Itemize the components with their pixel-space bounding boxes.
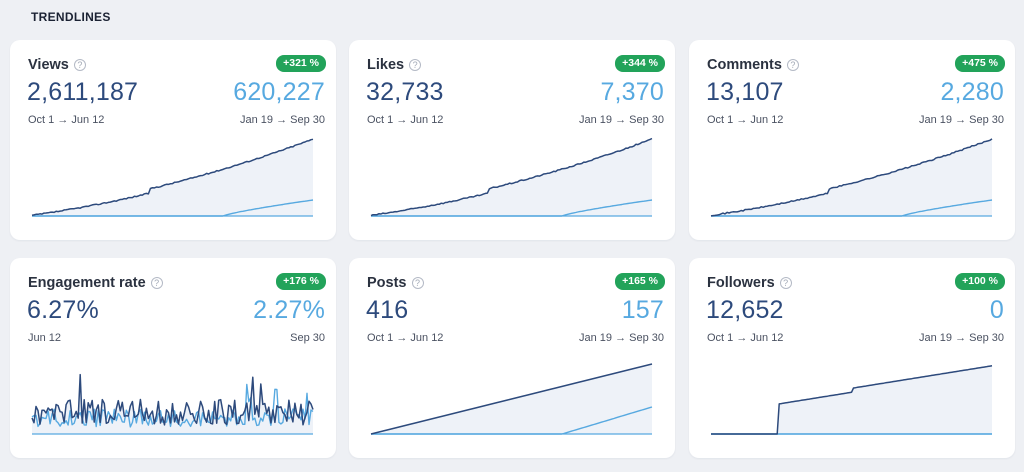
card-likes[interactable]: Likes? +344 % 32,733 7,370 Oct 1 → Jun 1… — [349, 40, 675, 240]
current-series-area — [711, 365, 992, 434]
question-circle-icon[interactable]: ? — [150, 277, 163, 289]
previous-value: 0 — [989, 296, 1004, 324]
previous-series-line — [32, 199, 314, 217]
card-title: Comments? — [707, 57, 799, 73]
previous-value: 2.27% — [253, 296, 325, 324]
previous-range: Jan 19 → Sep 30 — [578, 114, 664, 126]
current-series-area — [371, 138, 652, 216]
current-series-line — [370, 363, 653, 435]
sparkline-chart — [711, 365, 993, 435]
current-series-line — [31, 373, 314, 426]
previous-range: Jan 19 → Sep 30 — [918, 114, 1004, 126]
current-range: Jun 12 — [28, 332, 62, 344]
previous-series-line — [371, 406, 653, 435]
previous-value: 157 — [621, 296, 664, 324]
card-title: Followers? — [707, 275, 792, 291]
card-posts[interactable]: Posts? +165 % 416 157 Oct 1 → Jun 12 Jan… — [349, 258, 675, 458]
change-badge: +344 % — [615, 55, 665, 72]
previous-range: Jan 19 → Sep 30 — [239, 114, 325, 126]
card-title: Views? — [28, 57, 86, 73]
previous-value: 2,280 — [940, 78, 1004, 106]
change-badge: +165 % — [615, 273, 665, 290]
current-value: 2,611,187 — [27, 78, 139, 106]
card-comments[interactable]: Comments? +475 % 13,107 2,280 Oct 1 → Ju… — [689, 40, 1015, 240]
current-value: 416 — [366, 296, 409, 324]
change-badge: +475 % — [955, 55, 1005, 72]
current-series-line — [370, 137, 653, 217]
previous-value: 7,370 — [600, 78, 664, 106]
question-circle-icon[interactable]: ? — [409, 59, 422, 71]
current-range: Oct 1 → Jun 12 — [707, 114, 784, 126]
question-circle-icon[interactable]: ? — [779, 277, 792, 289]
previous-range: Jan 19 → Sep 30 — [578, 332, 664, 344]
previous-series-line — [371, 199, 653, 217]
current-value: 32,733 — [366, 78, 444, 106]
previous-range: Sep 30 — [290, 332, 325, 344]
card-views[interactable]: Views? +321 % 2,611,187 620,227 Oct 1 → … — [10, 40, 336, 240]
sparkline-chart — [710, 138, 993, 217]
section-title: TRENDLINES — [31, 10, 111, 24]
sparkline-chart — [31, 373, 314, 435]
current-value: 12,652 — [706, 296, 784, 324]
current-series-line — [711, 365, 993, 435]
card-title: Engagement rate? — [28, 275, 163, 291]
previous-range: Jan 19 → Sep 30 — [918, 332, 1004, 344]
card-title: Likes? — [367, 57, 422, 73]
card-followers[interactable]: Followers? +100 % 12,652 0 Oct 1 → Jun 1… — [689, 258, 1015, 458]
current-series-line — [710, 138, 993, 217]
current-series-line — [31, 138, 314, 216]
current-range: Oct 1 → Jun 12 — [367, 332, 444, 344]
question-circle-icon[interactable]: ? — [411, 277, 424, 289]
change-badge: +100 % — [955, 273, 1005, 290]
current-range: Oct 1 → Jun 12 — [707, 332, 784, 344]
current-series-area — [711, 138, 992, 216]
current-value: 6.27% — [27, 296, 99, 324]
question-circle-icon[interactable]: ? — [73, 59, 86, 71]
previous-series-line — [711, 199, 993, 217]
change-badge: +176 % — [276, 273, 326, 290]
sparkline-chart — [370, 363, 653, 435]
sparkline-chart — [31, 138, 314, 217]
sparkline-chart — [370, 137, 653, 217]
question-circle-icon[interactable]: ? — [786, 59, 799, 71]
current-series-area — [32, 139, 313, 216]
current-range: Oct 1 → Jun 12 — [28, 114, 105, 126]
change-badge: +321 % — [276, 55, 326, 72]
previous-value: 620,227 — [233, 78, 325, 106]
current-range: Oct 1 → Jun 12 — [367, 114, 444, 126]
current-value: 13,107 — [706, 78, 784, 106]
card-title: Posts? — [367, 275, 424, 291]
card-engagement-rate[interactable]: Engagement rate? +176 % 6.27% 2.27% Jun … — [10, 258, 336, 458]
